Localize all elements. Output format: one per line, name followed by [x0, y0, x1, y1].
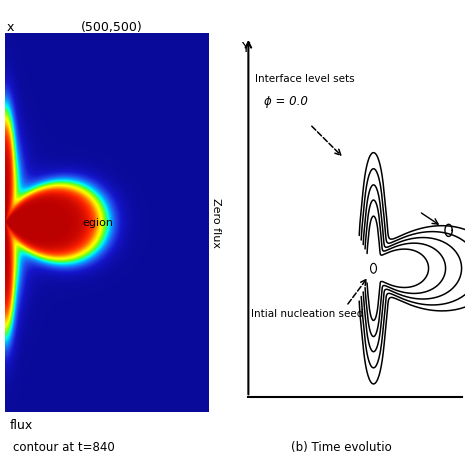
- Text: (b) Time evolutio: (b) Time evolutio: [291, 441, 392, 454]
- Text: Interface level sets: Interface level sets: [255, 73, 355, 84]
- Text: x: x: [7, 21, 15, 34]
- Text: ϕ = 0.0: ϕ = 0.0: [264, 95, 308, 108]
- Text: flux: flux: [9, 419, 33, 432]
- Text: contour at t=840: contour at t=840: [13, 441, 115, 454]
- Text: Zero flux: Zero flux: [210, 198, 221, 248]
- Text: egion: egion: [82, 218, 113, 228]
- Text: Y: Y: [242, 41, 250, 55]
- Text: (500,500): (500,500): [81, 21, 142, 34]
- Text: Intial nucleation seed: Intial nucleation seed: [251, 309, 363, 319]
